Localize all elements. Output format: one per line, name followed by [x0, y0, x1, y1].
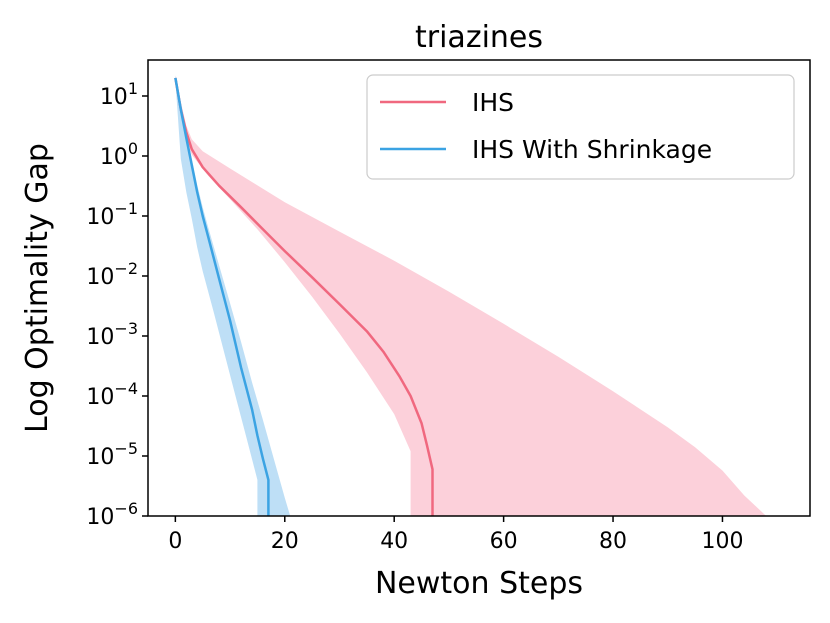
legend: IHS IHS With Shrinkage — [366, 74, 795, 180]
y-tick-label: 10−2 — [86, 259, 138, 290]
series-line-ihs-with-shrinkage — [174, 77, 270, 516]
x-tick-label: 40 — [380, 529, 408, 554]
x-tick-label: 0 — [168, 529, 182, 554]
chart-title: triazines — [415, 20, 543, 55]
x-axis-label: Newton Steps — [375, 566, 583, 601]
x-tick-label: 100 — [701, 529, 743, 554]
y-tick-label: 10−1 — [86, 199, 138, 230]
series-line-ihs — [174, 77, 434, 516]
y-axis-label: Log Optimality Gap — [20, 143, 55, 433]
y-tick-label: 10−3 — [86, 319, 138, 350]
y-tick-label: 100 — [100, 139, 138, 170]
plot-frame — [147, 59, 811, 517]
y-tick-label: 10−5 — [86, 439, 138, 470]
y-axis-ticks: 101 100 10−1 10−2 10−3 10−4 10−5 10−6 — [86, 79, 148, 530]
x-tick-label: 20 — [271, 529, 299, 554]
band-ihs — [175, 75, 767, 516]
y-tick-label: 10−4 — [86, 379, 138, 410]
confidence-bands — [175, 75, 767, 516]
x-axis-ticks: 0 20 40 60 80 100 — [168, 516, 743, 554]
x-tick-label: 60 — [490, 529, 518, 554]
legend-label-ihs: IHS — [472, 88, 514, 117]
x-tick-label: 80 — [599, 529, 627, 554]
series-lines — [174, 77, 434, 516]
legend-box — [366, 74, 795, 180]
y-tick-label: 101 — [100, 79, 138, 110]
legend-label-ihs-with-shrinkage: IHS With Shrinkage — [472, 135, 712, 164]
y-tick-label: 10−6 — [86, 499, 138, 530]
